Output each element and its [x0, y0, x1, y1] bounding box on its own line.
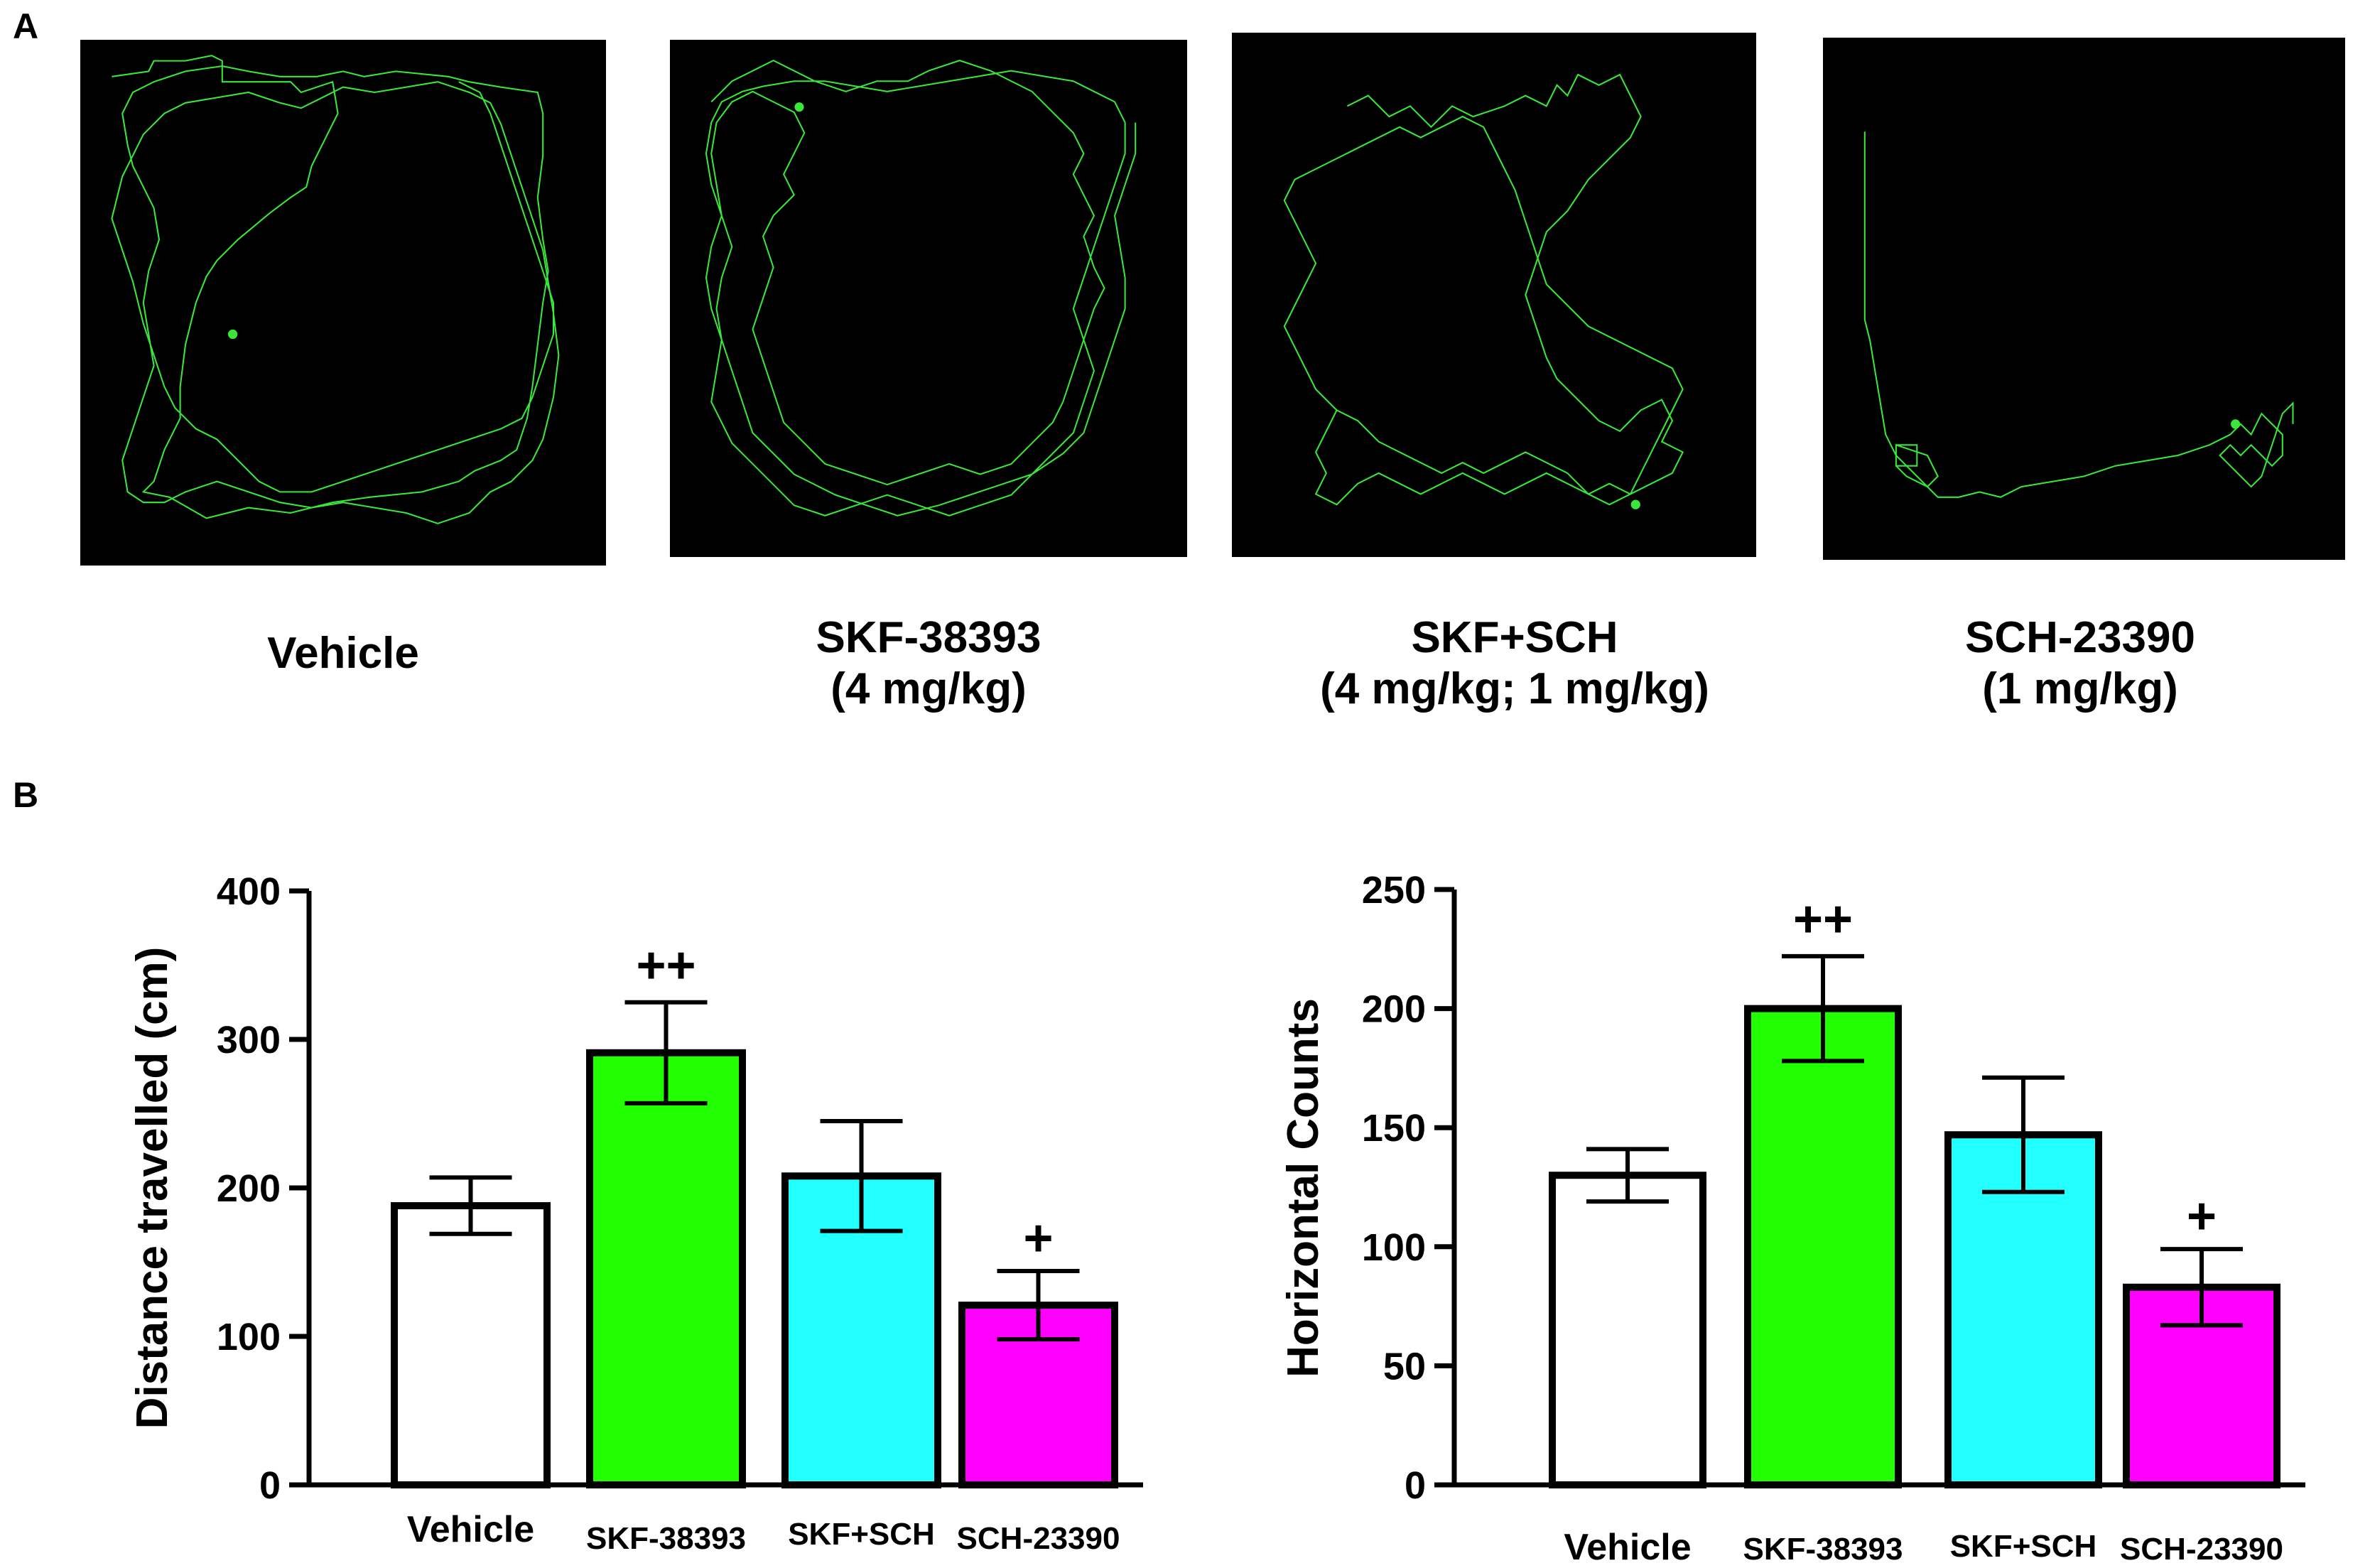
- caption-skf-sch: SKF+SCH (4 mg/kg; 1 mg/kg): [1245, 612, 1785, 715]
- significance-label: ++: [636, 937, 696, 994]
- caption-line-1: SCH-23390: [1965, 613, 2195, 662]
- significance-label: +: [1023, 1210, 1053, 1267]
- caption-sch-23390: SCH-23390 (1 mg/kg): [1810, 612, 2350, 715]
- category-label: SKF-38393: [586, 1521, 746, 1556]
- caption-line-2: (1 mg/kg): [1982, 664, 2178, 713]
- arena-vehicle: [80, 40, 606, 566]
- arena-sch-23390: [1823, 38, 2345, 560]
- panel-label-b: B: [13, 775, 39, 815]
- y-tick-label: 200: [217, 1167, 281, 1210]
- y-tick-label: 0: [1405, 1464, 1426, 1507]
- caption-vehicle: Vehicle: [73, 628, 613, 679]
- category-label: SCH-23390: [957, 1521, 1120, 1556]
- y-tick-label: 400: [217, 870, 281, 913]
- track-endpoint: [794, 102, 804, 112]
- caption-line-1: Vehicle: [267, 629, 419, 678]
- panel-label-a: A: [13, 6, 39, 46]
- y-tick-label: 0: [259, 1464, 281, 1507]
- bar: [1549, 1172, 1706, 1488]
- bar-charts: 0 100 200 300 400 Distance travelled (cm) Vehi…: [128, 869, 2305, 1568]
- category-label: SKF-38393: [1743, 1532, 1903, 1567]
- category-label: SKF+SCH: [1950, 1529, 2097, 1564]
- caption-line-1: SKF+SCH: [1411, 613, 1618, 662]
- track-endpoint: [2231, 419, 2241, 429]
- track-endpoint: [1630, 499, 1640, 509]
- y-tick-label: 100: [217, 1316, 281, 1358]
- track-path: [111, 55, 560, 524]
- y-tick-label: 150: [1362, 1107, 1426, 1150]
- bar: [586, 1049, 746, 1489]
- category-label: Vehicle: [407, 1509, 534, 1550]
- significance-label: +: [2187, 1188, 2217, 1245]
- y-axis-label: Horizontal Counts: [1279, 998, 1328, 1378]
- track-path: [1283, 73, 1684, 506]
- category-label: SCH-23390: [2120, 1532, 2283, 1567]
- track-endpoint: [227, 329, 238, 340]
- caption-line-2: (4 mg/kg): [830, 664, 1027, 713]
- caption-line-1: SKF-38393: [816, 613, 1041, 662]
- category-label: SKF+SCH: [788, 1517, 935, 1552]
- arena-skf-sch: [1232, 33, 1756, 557]
- bar: [1744, 1005, 1902, 1488]
- arena-skf-38393: [670, 40, 1187, 557]
- track-path: [1863, 131, 2294, 498]
- y-axis-label: Distance travelled (cm): [128, 947, 177, 1429]
- category-label: Vehicle: [1564, 1527, 1691, 1568]
- y-tick-label: 100: [1362, 1226, 1426, 1269]
- caption-line-2: (4 mg/kg; 1 mg/kg): [1320, 664, 1709, 713]
- y-tick-label: 250: [1362, 869, 1426, 912]
- bar: [391, 1202, 551, 1488]
- track-path: [1895, 443, 1939, 488]
- y-tick-label: 50: [1383, 1345, 1426, 1388]
- track-path: [705, 59, 1137, 517]
- significance-label: ++: [1793, 891, 1853, 948]
- y-tick-label: 200: [1362, 988, 1426, 1031]
- y-tick-label: 300: [217, 1019, 281, 1061]
- caption-skf-38393: SKF-38393 (4 mg/kg): [659, 612, 1198, 715]
